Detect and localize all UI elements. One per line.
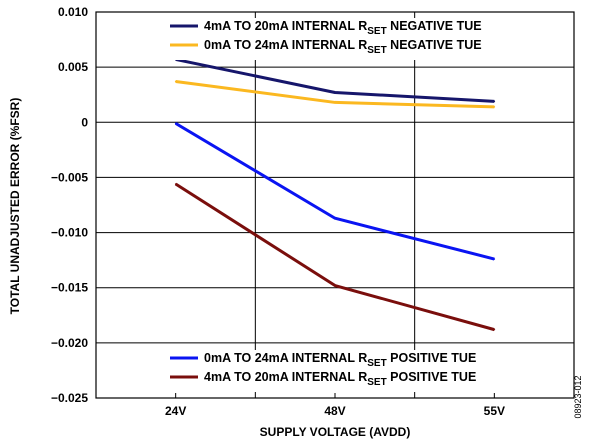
x-tick-label: 24V: [165, 404, 186, 418]
y-axis-title: TOTAL UNADJUSTED ERROR (%FSR): [8, 98, 22, 315]
figure-id: 08923-012: [573, 375, 583, 418]
data-point: [493, 106, 496, 108]
legend-background: [163, 18, 567, 60]
data-point: [334, 284, 336, 287]
y-tick-label: −0.010: [51, 226, 88, 240]
y-tick-label: 0.005: [58, 60, 88, 74]
y-tick-labels: 0.010 0.005 0 −0.005 −0.010 −0.015 −0.020 −0.02…: [51, 5, 88, 405]
series-lines: [174, 57, 496, 332]
legend-label: 4mA TO 20mA INTERNAL RSET POSITIVE TUE: [204, 370, 476, 388]
x-tick-label: 55V: [484, 404, 505, 418]
x-axis-title: SUPPLY VOLTAGE (AVDD): [260, 425, 411, 439]
data-point: [334, 91, 336, 94]
series-line-3: [174, 182, 495, 332]
data-point: [493, 258, 496, 260]
data-point: [174, 183, 177, 185]
grid-lines: [96, 11, 574, 399]
x-tick-labels: 24V 48V 55V: [165, 404, 505, 418]
series-line-0: [175, 57, 495, 103]
legend-label: 4mA TO 20mA INTERNAL RSET NEGATIVE TUE: [204, 19, 482, 37]
plot-frame: [95, 11, 575, 399]
data-point: [334, 217, 336, 220]
legend-label: 0mA TO 24mA INTERNAL RSET POSITIVE TUE: [204, 351, 476, 369]
y-tick-label: 0.010: [58, 5, 88, 19]
legend-background: [163, 350, 567, 392]
x-tick-label: 48V: [324, 404, 345, 418]
y-tick-label: −0.025: [51, 391, 88, 405]
y-tick-label: −0.015: [51, 281, 88, 295]
data-point: [174, 80, 177, 83]
data-point: [493, 100, 496, 103]
y-tick-label: −0.020: [51, 336, 88, 350]
y-tick-label: −0.005: [51, 170, 88, 184]
legend-top: 4mA TO 20mA INTERNAL RSET NEGATIVE TUE0m…: [163, 18, 567, 60]
plot-border: [95, 11, 575, 399]
legend-label: 0mA TO 24mA INTERNAL RSET NEGATIVE TUE: [204, 38, 482, 56]
legend-bottom: 0mA TO 24mA INTERNAL RSET POSITIVE TUE4m…: [163, 350, 567, 392]
series-line-2: [174, 122, 495, 261]
data-point: [174, 122, 177, 125]
y-tick-label: 0: [81, 115, 88, 129]
data-point: [493, 328, 496, 331]
data-point: [334, 101, 336, 104]
